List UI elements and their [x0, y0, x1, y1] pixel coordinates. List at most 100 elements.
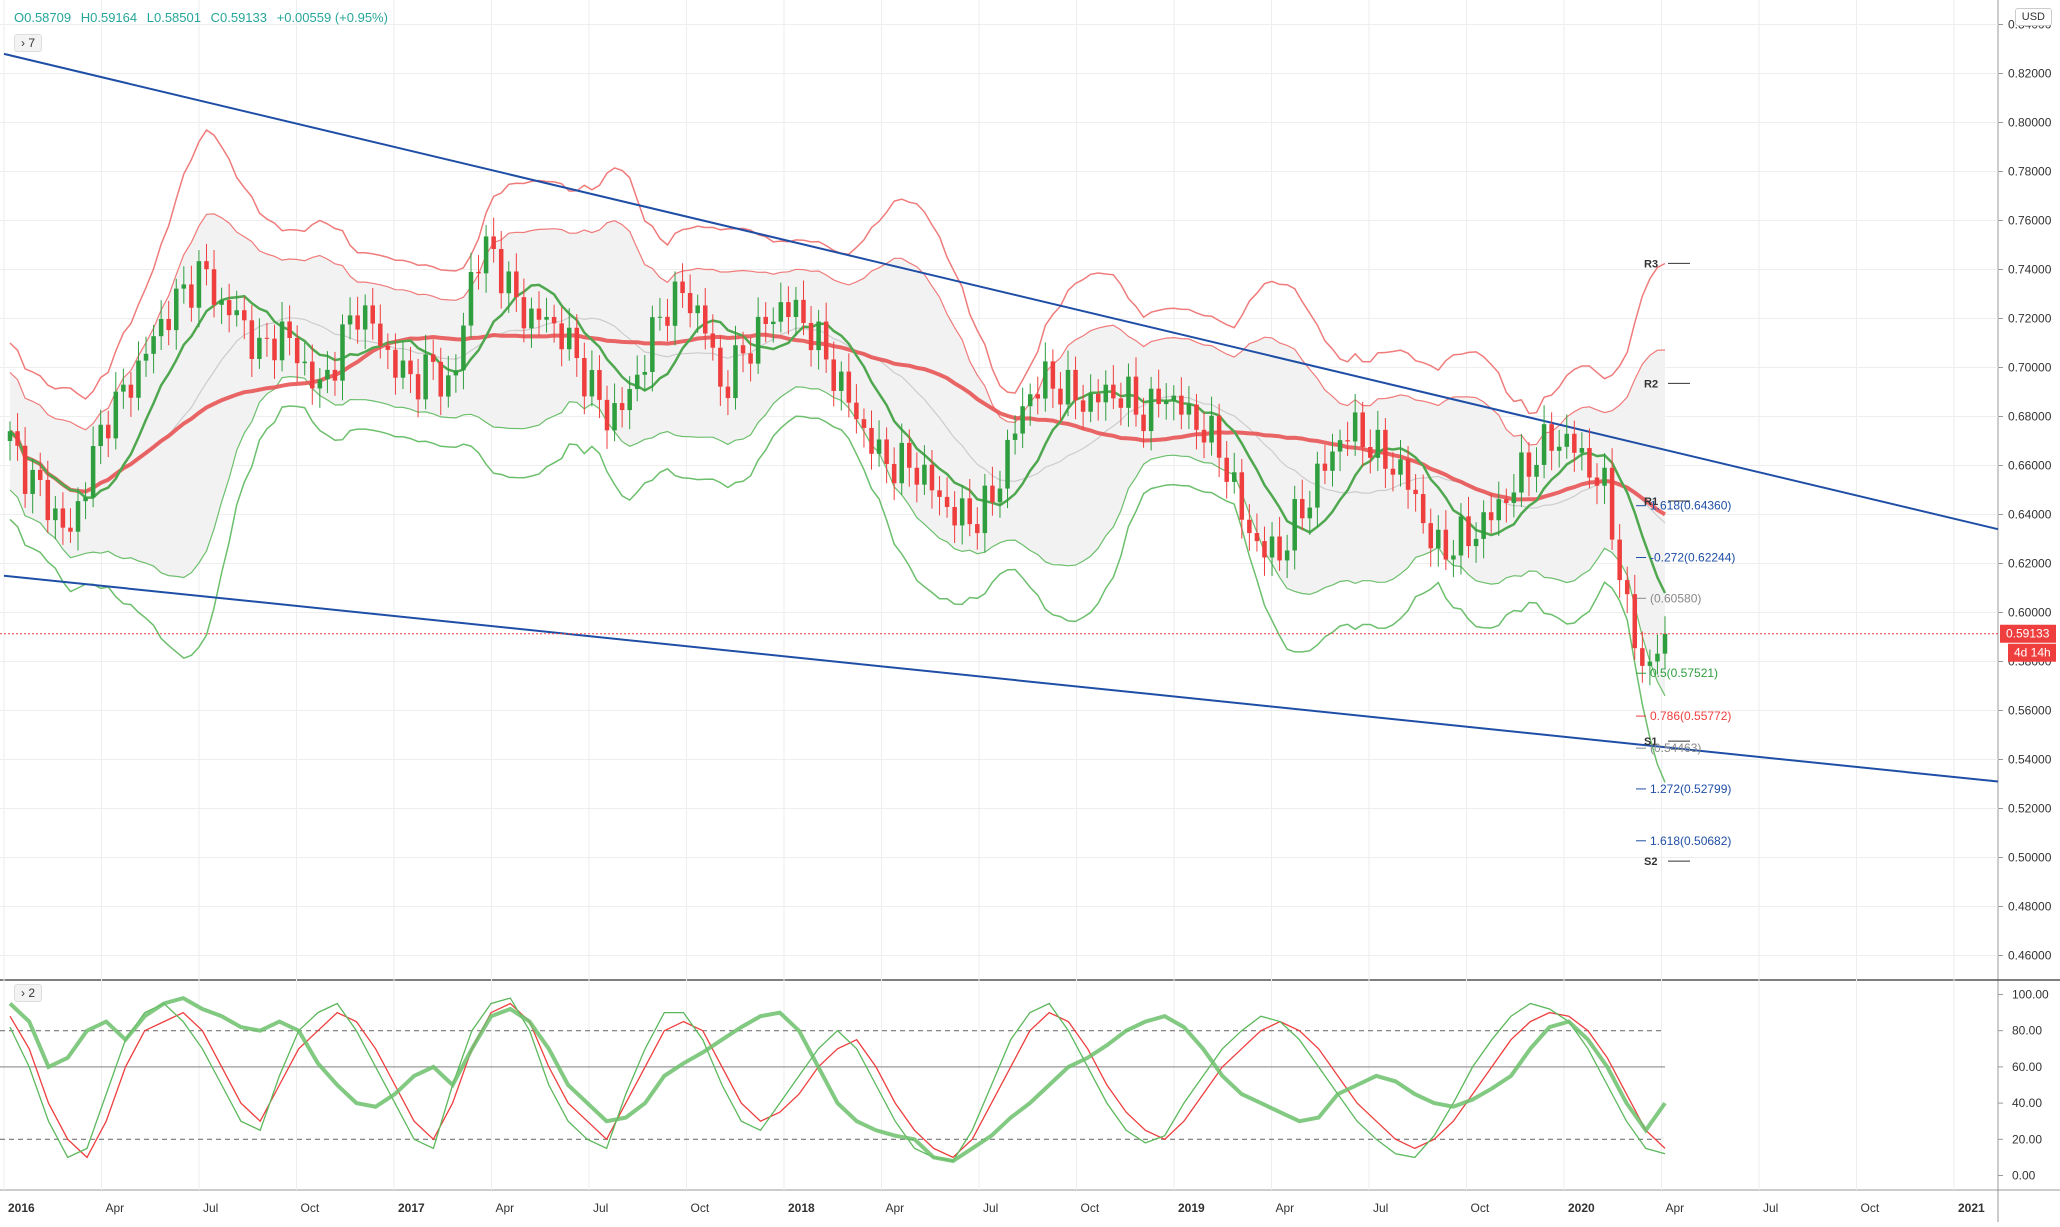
- candle-body: [1413, 489, 1418, 495]
- candle-body: [211, 269, 217, 305]
- candle-body: [498, 248, 504, 294]
- candle-body: [98, 424, 103, 447]
- candle-body: [1458, 516, 1464, 556]
- candle-body: [1111, 384, 1116, 399]
- candle-body: [22, 445, 28, 494]
- candle-body: [1315, 463, 1320, 508]
- candle-body: [1020, 406, 1025, 434]
- candle-body: [702, 305, 708, 334]
- y-tick-label: 0.70000: [2008, 361, 2052, 375]
- candle-body: [83, 497, 88, 502]
- candle-body: [665, 316, 670, 326]
- candle-body: [113, 391, 119, 439]
- candle-body: [771, 321, 776, 325]
- candle-body: [1405, 459, 1411, 490]
- last-price-tag: [2000, 624, 2056, 643]
- candle-body: [786, 302, 791, 318]
- candle-body: [967, 498, 973, 525]
- candle-body: [189, 284, 194, 308]
- fib-label: 0.786(0.55772): [1650, 709, 1731, 723]
- x-tick-label: Apr: [496, 1201, 515, 1215]
- candle-body: [559, 323, 564, 350]
- candle-body: [975, 524, 980, 534]
- candle-body: [680, 281, 685, 294]
- candle-body: [1012, 433, 1018, 440]
- candle-body: [468, 271, 474, 326]
- change-value: +0.00559 (+0.95%): [276, 10, 388, 25]
- candle-body: [634, 374, 640, 390]
- candle-body: [166, 318, 171, 331]
- pivot-label-s1: S1: [1644, 736, 1657, 748]
- candle-body: [1451, 555, 1456, 560]
- candle-body: [1095, 393, 1101, 403]
- candle-body: [544, 316, 549, 320]
- pivot-label-r3: R3: [1644, 258, 1658, 270]
- candle-body: [1526, 452, 1532, 477]
- candle-body: [627, 389, 632, 411]
- x-tick-label: 2021: [1958, 1201, 1985, 1215]
- y-tick-label: 0.68000: [2008, 410, 2052, 424]
- candle-body: [816, 321, 821, 351]
- y-tick-label: 0.46000: [2008, 949, 2052, 963]
- candle-body: [1511, 492, 1517, 503]
- lower-band-outer: [9, 405, 1666, 783]
- chevron-right-icon: ›: [21, 986, 25, 1000]
- candle-body: [1307, 507, 1313, 519]
- candle-body: [1572, 433, 1577, 453]
- candle-body: [808, 322, 814, 351]
- candle-body: [982, 485, 988, 534]
- candle-body: [1163, 400, 1169, 405]
- candle-body: [1466, 516, 1471, 547]
- candle-body: [393, 349, 398, 378]
- x-tick-label: 2020: [1568, 1201, 1595, 1215]
- candle-body: [310, 361, 315, 389]
- candle-body: [997, 488, 1003, 503]
- candle-body: [914, 467, 920, 485]
- candle-body: [1179, 395, 1184, 415]
- candle-body: [294, 337, 300, 364]
- candle-body: [733, 345, 738, 399]
- y-tick-label: 0.50000: [2008, 851, 2052, 865]
- candle-body: [264, 337, 270, 339]
- x-tick-label: Apr: [106, 1201, 125, 1215]
- candle-body: [1541, 424, 1547, 465]
- candle-body: [430, 354, 436, 362]
- candle-body: [1171, 395, 1177, 401]
- fib-label: (0.54463): [1650, 741, 1701, 755]
- candle-body: [476, 271, 481, 274]
- candle-body: [1594, 477, 1600, 486]
- high-value: H0.59164: [80, 10, 138, 25]
- pivot-label-r2: R2: [1644, 378, 1658, 390]
- low-value: L0.58501: [146, 10, 201, 25]
- x-tick-label: Apr: [886, 1201, 905, 1215]
- candle-body: [929, 464, 935, 491]
- candle-body: [1148, 388, 1154, 432]
- candle-body: [1337, 440, 1343, 452]
- candle-body: [1262, 541, 1267, 558]
- candle-body: [1443, 529, 1449, 560]
- currency-label[interactable]: USD: [2014, 8, 2052, 26]
- candle-body: [1609, 467, 1615, 540]
- candle-body: [1277, 536, 1282, 561]
- candle-body: [1194, 404, 1199, 430]
- candle-body: [143, 353, 149, 361]
- candle-body: [1126, 376, 1131, 408]
- y-tick-label: 0.74000: [2008, 263, 2052, 277]
- candle-body: [483, 236, 489, 274]
- main-legend-toggle[interactable]: › 7: [14, 34, 43, 52]
- oscillator-legend-toggle[interactable]: › 2: [14, 984, 43, 1002]
- candle-body: [1065, 369, 1071, 405]
- candle-body: [899, 442, 904, 484]
- main-legend-count: 7: [28, 36, 36, 50]
- candle-body: [257, 337, 262, 359]
- candle-body: [937, 490, 942, 497]
- candle-body: [657, 316, 663, 318]
- candle-body: [234, 310, 239, 316]
- candle-body: [1617, 539, 1622, 581]
- candle-body: [1368, 447, 1373, 458]
- candle-body: [1284, 550, 1290, 561]
- candle-body: [340, 324, 345, 381]
- candle-body: [1390, 468, 1396, 475]
- candle-body: [332, 369, 338, 381]
